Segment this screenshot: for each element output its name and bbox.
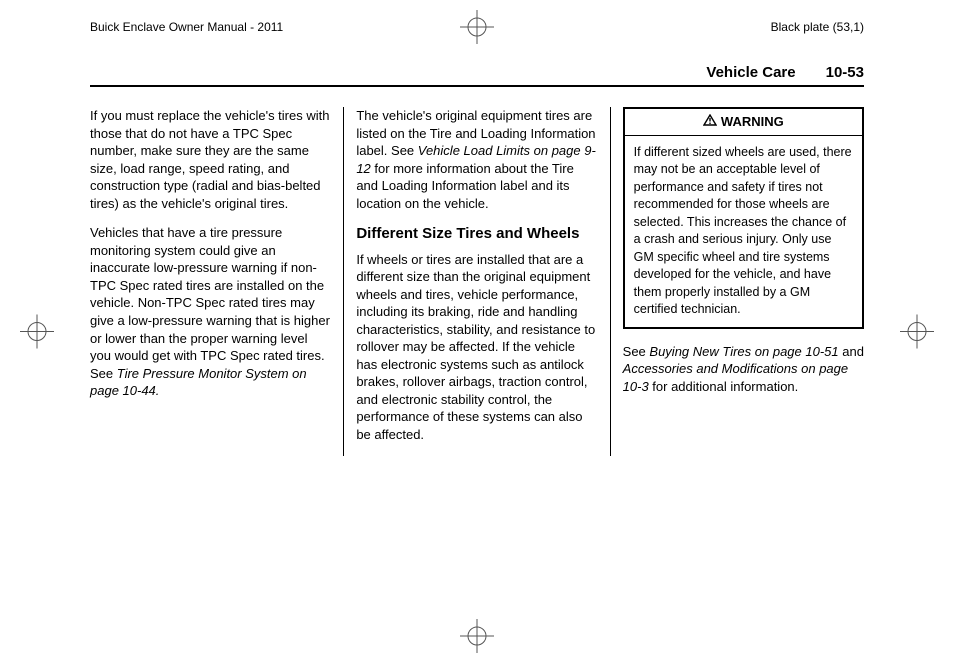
col3-para1: See Buying New Tires on page 10-51 and A… <box>623 343 864 396</box>
text-columns: If you must replace the vehicle's tires … <box>90 107 864 456</box>
page-number: 10-53 <box>826 64 864 81</box>
col3-ref1: Buying New Tires on page 10-51 <box>649 344 838 359</box>
col2-para1: The vehicle's original equipment tires a… <box>356 107 597 212</box>
column-1: If you must replace the vehicle's tires … <box>90 107 343 456</box>
registration-mark-top <box>460 10 494 49</box>
col1-ref: Tire Pressure Monitor System on page 10-… <box>90 366 307 399</box>
warning-triangle-icon <box>703 113 717 131</box>
crosshair-icon <box>460 619 494 653</box>
crosshair-icon <box>460 10 494 44</box>
column-2: The vehicle's original equipment tires a… <box>343 107 609 456</box>
warning-header: WARNING <box>625 109 862 136</box>
crosshair-icon <box>900 315 934 349</box>
warning-label: WARNING <box>721 113 784 131</box>
plate-info: Black plate (53,1) <box>771 20 864 34</box>
section-title: Vehicle Care <box>706 64 795 81</box>
page-content: Vehicle Care 10-53 If you must replace t… <box>90 64 864 456</box>
col2-para2: If wheels or tires are installed that ar… <box>356 251 597 444</box>
warning-body: If different sized wheels are used, ther… <box>625 136 862 327</box>
col1-para1: If you must replace the vehicle's tires … <box>90 107 331 212</box>
registration-mark-left <box>20 315 54 354</box>
registration-mark-right <box>900 315 934 354</box>
section-header: Vehicle Care 10-53 <box>90 64 864 87</box>
column-3: WARNING If different sized wheels are us… <box>610 107 864 456</box>
crosshair-icon <box>20 315 54 349</box>
col1-para2: Vehicles that have a tire pressure monit… <box>90 224 331 399</box>
registration-mark-bottom <box>460 619 494 658</box>
warning-box: WARNING If different sized wheels are us… <box>623 107 864 329</box>
manual-title: Buick Enclave Owner Manual - 2011 <box>90 20 283 34</box>
col2-subhead: Different Size Tires and Wheels <box>356 224 597 244</box>
